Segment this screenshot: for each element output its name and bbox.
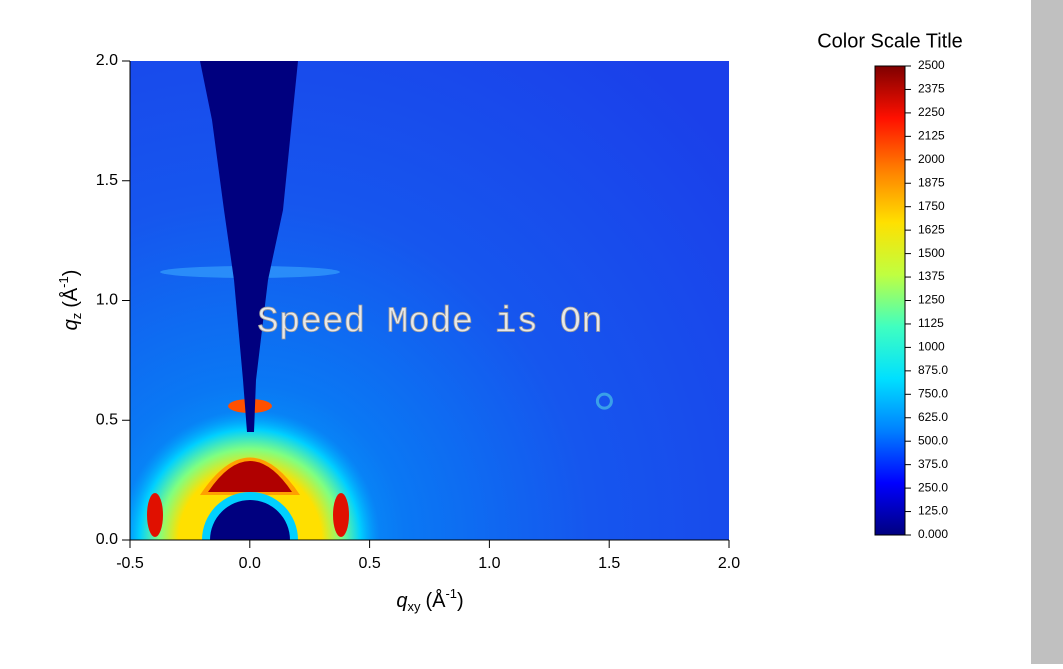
color-scale-tick-label: 2000 <box>918 152 945 166</box>
y-label-sup: -1 <box>56 276 71 288</box>
color-scale-title: Color Scale Title <box>817 30 963 52</box>
y-tick-label: 0.0 <box>96 531 118 548</box>
color-scale-tick-label: 1000 <box>918 340 945 354</box>
y-label-sub: z <box>69 313 84 320</box>
x-tick-label: 0.0 <box>239 555 261 572</box>
color-scale-tick-label: 375.0 <box>918 457 948 471</box>
y-label-unit: (Å <box>59 287 82 308</box>
color-scale-tick-label: 875.0 <box>918 363 948 377</box>
color-scale-tick-label: 1750 <box>918 199 945 213</box>
color-scale-tick-label: 1500 <box>918 246 945 260</box>
color-scale-tick-label: 250.0 <box>918 480 948 494</box>
color-scale-tick-label: 625.0 <box>918 410 948 424</box>
color-scale-tick-label: 1625 <box>918 222 945 236</box>
x-tick-label: 2.0 <box>718 555 740 572</box>
x-tick-label: -0.5 <box>116 555 144 572</box>
color-scale-tick-label: 2125 <box>918 129 945 143</box>
x-label-symbol: q <box>396 590 407 612</box>
y-axis-title: qz (Å-1) <box>56 270 84 331</box>
y-label-close: ) <box>60 270 82 277</box>
color-scale-bar <box>874 65 906 536</box>
heatmap-image <box>130 61 729 540</box>
x-tick-label: 0.5 <box>358 555 380 572</box>
scrollbar <box>1031 0 1063 664</box>
marker <box>595 392 613 410</box>
annotation: Speed Mode is On <box>257 302 603 343</box>
y-label-symbol: q <box>60 319 82 330</box>
color-scale-tick-label: 1375 <box>918 269 945 283</box>
x-label-sup: -1 <box>445 586 457 601</box>
color-scale-tick-label: 2250 <box>918 105 945 119</box>
color-scale-tick-label: 125.0 <box>918 504 948 518</box>
x-label-unit: (Å <box>425 589 446 612</box>
x-axis-title: qxy (Å-1) <box>396 586 463 614</box>
color-scale-tick-label: 1250 <box>918 293 945 307</box>
x-tick-label: 1.5 <box>598 555 620 572</box>
color-scale-tick-label: 2500 <box>918 58 945 72</box>
color-scale-tick-label: 0.000 <box>918 527 948 541</box>
x-tick-label: 1.0 <box>478 555 500 572</box>
y-tick-label: 1.0 <box>96 292 118 309</box>
color-scale-tick-label: 500.0 <box>918 433 948 447</box>
x-label-close: ) <box>457 590 464 612</box>
x-label-sub: xy <box>407 599 421 614</box>
color-scale-tick-label: 1875 <box>918 175 945 189</box>
color-scale-tick-label: 1125 <box>918 316 944 330</box>
y-tick-label: 1.5 <box>96 172 118 189</box>
color-scale-tick-label: 750.0 <box>918 386 948 400</box>
color-scale-tick-label: 2375 <box>918 82 945 96</box>
y-tick-label: 0.5 <box>96 411 118 428</box>
y-tick-label: 2.0 <box>96 52 118 69</box>
